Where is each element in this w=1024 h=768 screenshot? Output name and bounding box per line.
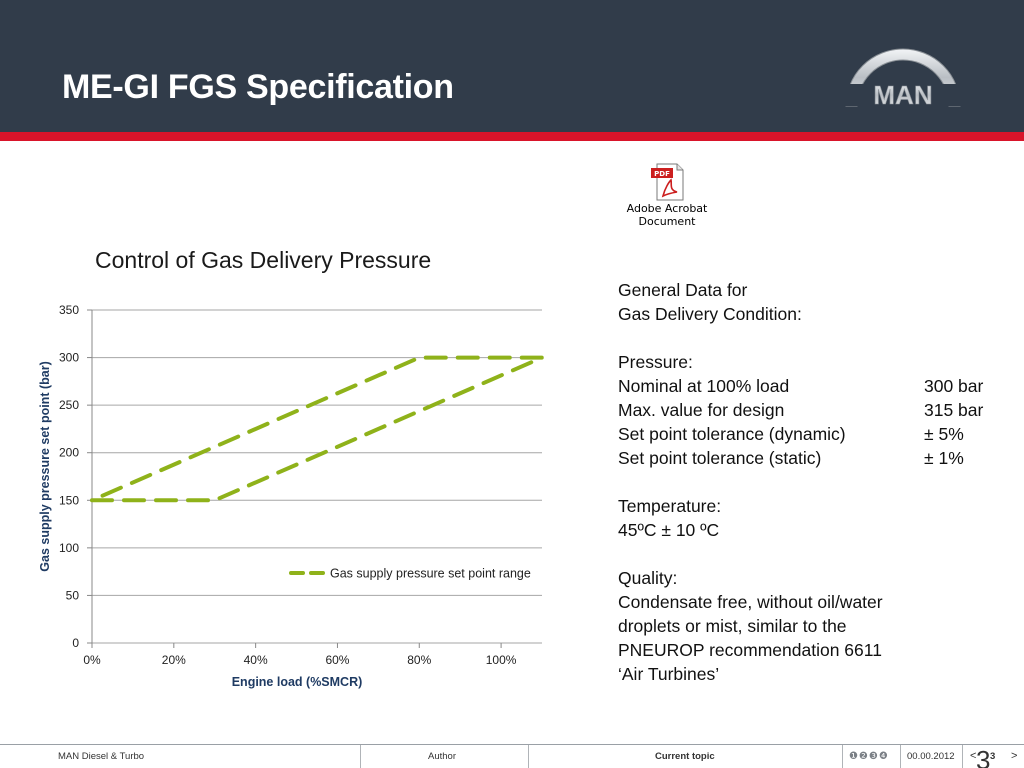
pdf-badge-text: PDF — [654, 170, 670, 178]
x-axis-title: Engine load (%SMCR) — [232, 675, 363, 689]
quality-line: PNEUROP recommendation 6611 — [618, 640, 882, 660]
pressure-row-label: Nominal at 100% load — [618, 376, 790, 396]
pressure-row-value: 315 bar — [924, 400, 984, 420]
x-tick-label: 100% — [486, 653, 517, 667]
y-axis-title: Gas supply pressure set point (bar) — [38, 361, 52, 571]
header-accent-stripe — [0, 132, 1024, 141]
footer-prev-button[interactable]: < — [970, 750, 977, 762]
pressure-row: Set point tolerance (dynamic) ± 5% — [618, 422, 1008, 446]
pressure-row-value: 300 bar — [924, 376, 984, 396]
man-logo: MAN — [844, 48, 962, 108]
pressure-row-value: ± 1% — [924, 448, 964, 468]
pdf-file-icon: PDF — [651, 163, 684, 201]
footer-author: Author — [428, 751, 456, 762]
quality-line: droplets or mist, similar to the — [618, 616, 847, 636]
y-tick-label: 0 — [72, 636, 79, 650]
pressure-row: Set point tolerance (static) ± 1% — [618, 446, 1008, 470]
y-tick-label: 150 — [59, 493, 79, 507]
pressure-row: Max. value for design 315 bar — [618, 398, 1008, 422]
footer-big-page-number: 3 — [976, 745, 991, 768]
temperature-value: 45ºC ± 10 ºC — [618, 520, 720, 540]
pressure-row-label: Set point tolerance (static) — [618, 448, 822, 468]
chart-title: Control of Gas Delivery Pressure — [95, 247, 432, 273]
pressure-heading: Pressure: — [618, 352, 693, 372]
info-intro-2: Gas Delivery Condition: — [618, 304, 802, 324]
quality-heading: Quality: — [618, 568, 678, 588]
y-tick-label: 50 — [66, 588, 80, 602]
quality-line: ‘Air Turbines’ — [618, 664, 720, 684]
footer-topic-dots[interactable]: ❶❷❸❹ — [849, 751, 889, 762]
x-tick-label: 40% — [244, 653, 268, 667]
info-intro-1: General Data for — [618, 280, 748, 300]
y-tick-label: 100 — [59, 541, 79, 555]
footer: MAN Diesel & Turbo Author Current topic … — [0, 745, 1024, 768]
x-tick-label: 20% — [162, 653, 186, 667]
pdf-caption-line1: Adobe Acrobat — [626, 202, 708, 215]
pressure-row: Nominal at 100% load 300 bar — [618, 374, 1008, 398]
y-tick-label: 300 — [59, 351, 79, 365]
y-tick-label: 200 — [59, 446, 79, 460]
footer-company: MAN Diesel & Turbo — [58, 751, 145, 762]
info-panel: General Data for Gas Delivery Condition:… — [618, 278, 1008, 686]
footer-current-topic: Current topic — [655, 751, 715, 762]
pressure-row-label: Set point tolerance (dynamic) — [618, 424, 846, 444]
quality-line: Condensate free, without oil/water — [618, 592, 883, 612]
page-title: ME-GI FGS Specification — [62, 68, 454, 106]
logo-text: MAN — [873, 80, 932, 108]
header-bar — [0, 0, 1024, 132]
x-tick-label: 80% — [407, 653, 431, 667]
pdf-attachment[interactable]: PDF Adobe Acrobat Document — [612, 162, 722, 236]
footer-page-number: 3 — [990, 751, 996, 762]
y-tick-label: 350 — [59, 303, 79, 317]
series-line — [90, 355, 544, 503]
y-tick-label: 250 — [59, 398, 79, 412]
pdf-caption-line2: Document — [638, 215, 696, 228]
footer-date: 00.00.2012 — [907, 751, 955, 762]
legend-label: Gas supply pressure set point range — [330, 567, 531, 581]
x-tick-label: 60% — [325, 653, 349, 667]
temperature-heading: Temperature: — [618, 496, 722, 516]
pressure-row-value: ± 5% — [924, 424, 964, 444]
footer-divider — [0, 744, 1024, 745]
footer-next-button[interactable]: > — [1011, 750, 1018, 762]
pressure-row-label: Max. value for design — [618, 400, 785, 420]
x-tick-label: 0% — [83, 653, 101, 667]
chart: 0 50 100 150 200 250 300 350 0% 20% 40% 60% 80% 100% E… — [38, 303, 544, 689]
